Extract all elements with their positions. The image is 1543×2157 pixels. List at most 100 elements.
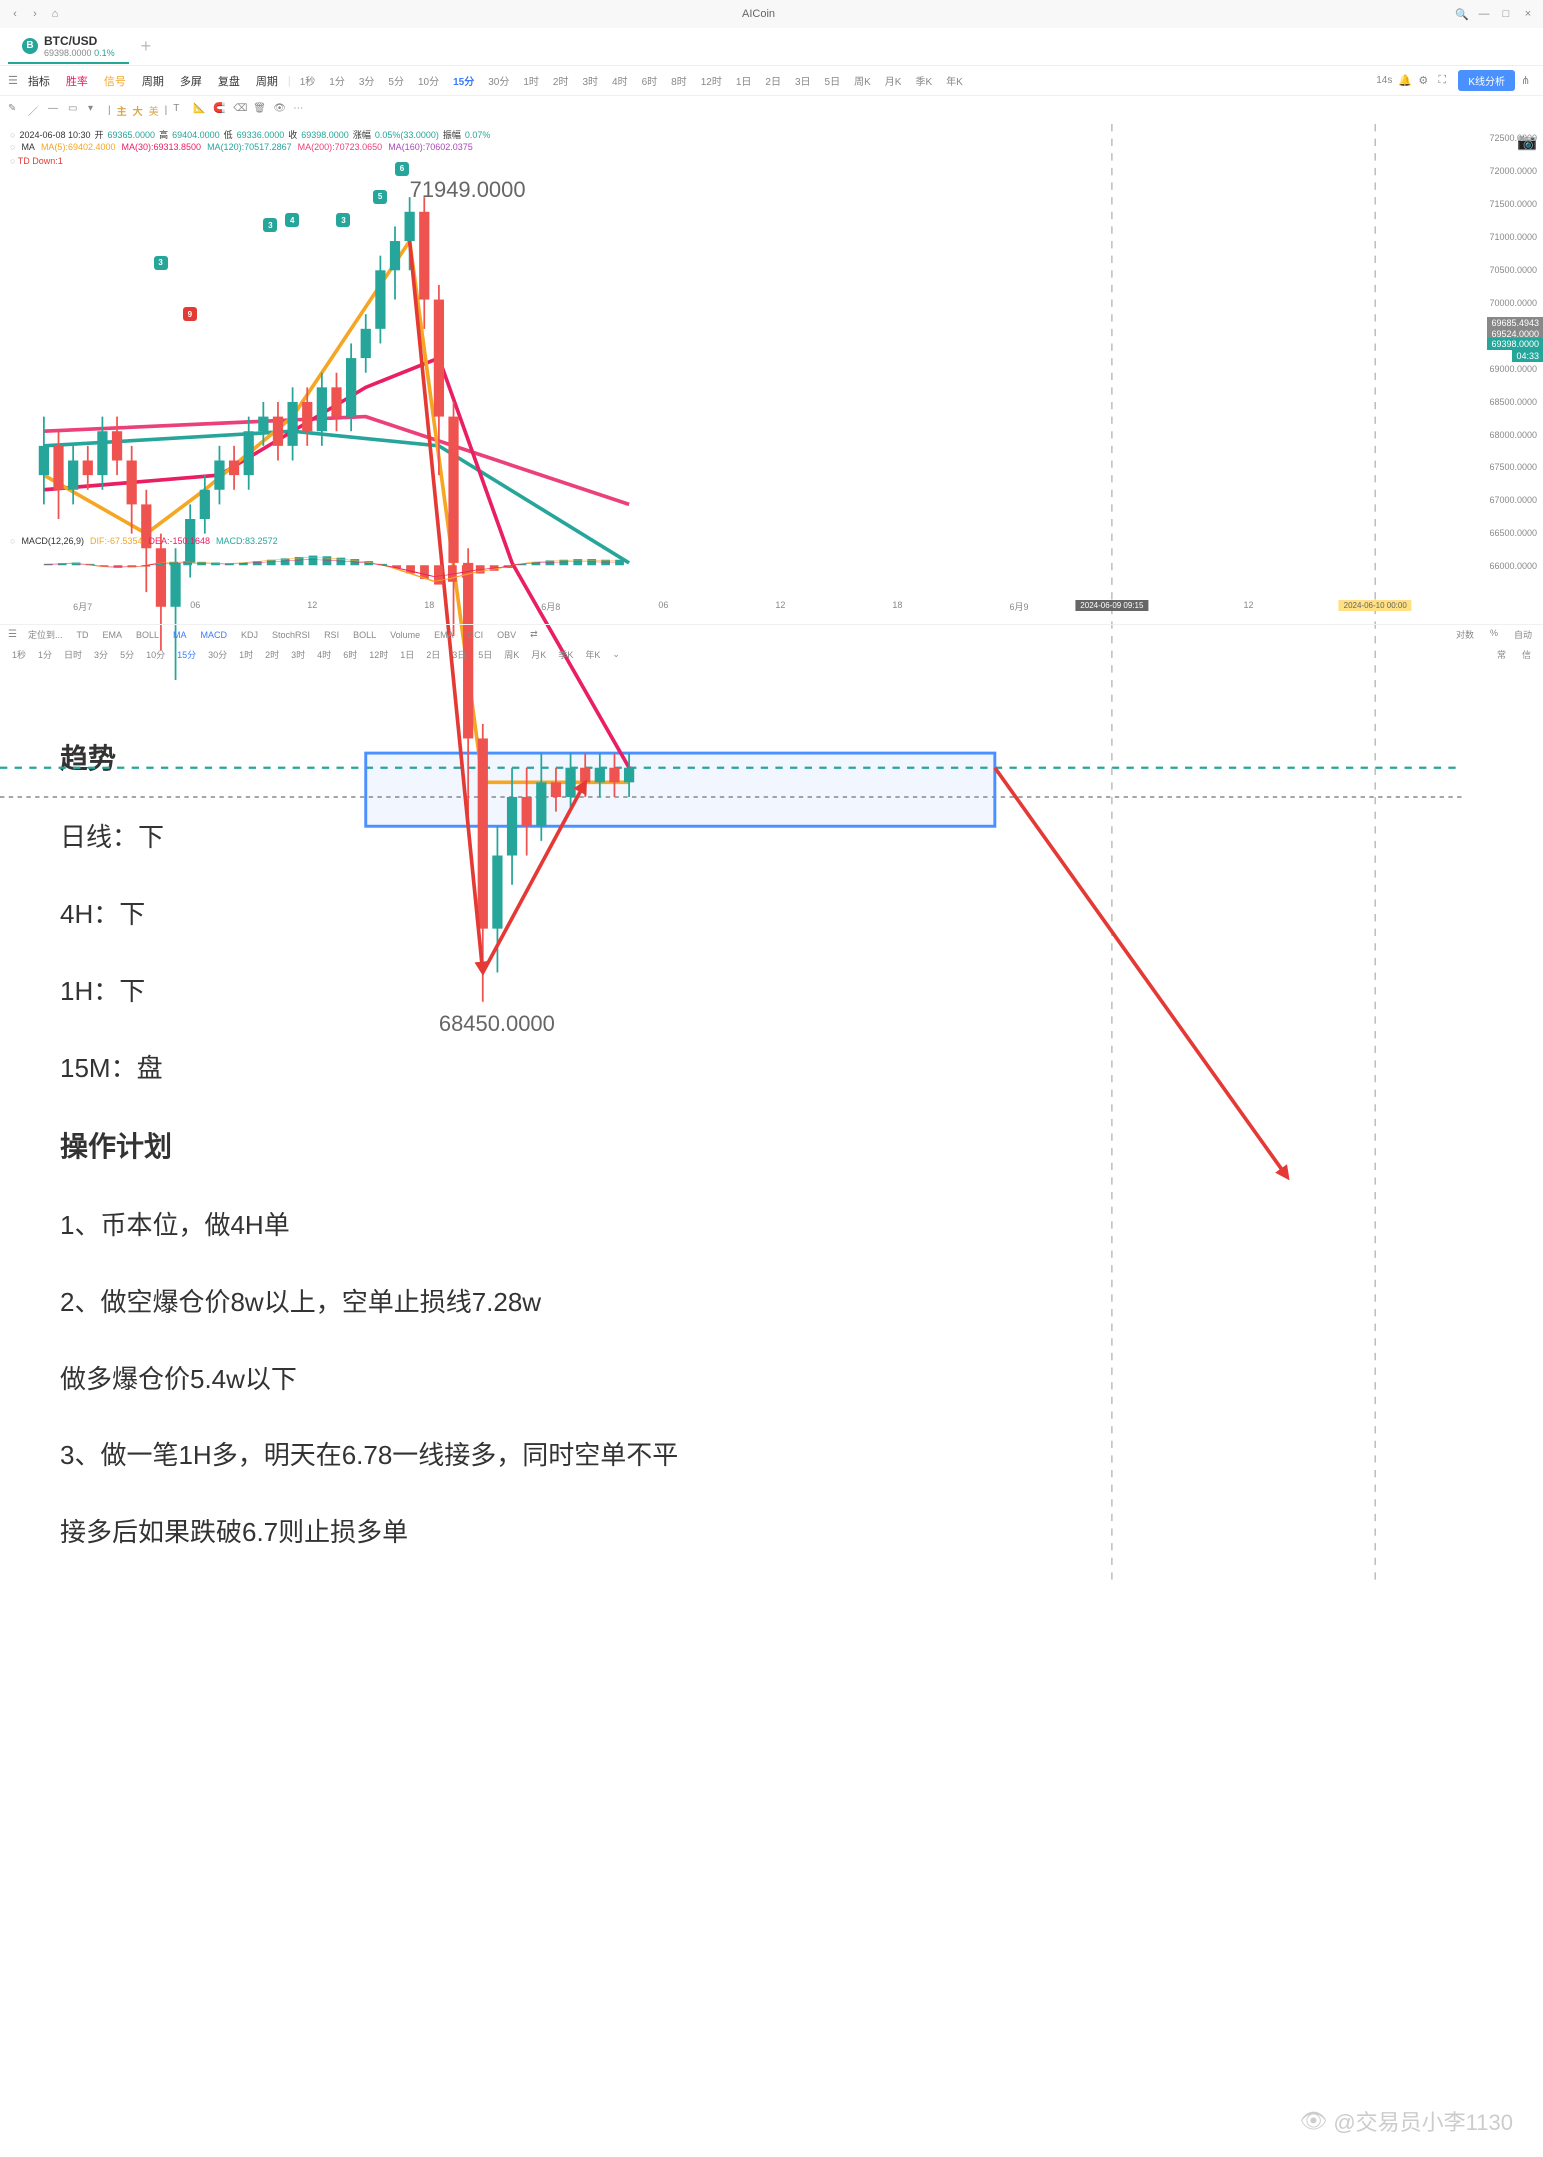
- locate-button[interactable]: 定位到...: [25, 628, 66, 641]
- ind-OBV[interactable]: OBV: [494, 630, 519, 640]
- ind-MACD[interactable]: MACD: [198, 630, 231, 640]
- ind-MA[interactable]: MA: [170, 630, 190, 640]
- btf-季K[interactable]: 季K: [554, 648, 577, 661]
- ind-EMA[interactable]: EMA: [431, 630, 457, 640]
- ind-Volume[interactable]: Volume: [387, 630, 423, 640]
- btf-expand-icon[interactable]: ⌄: [608, 649, 624, 660]
- rect-icon[interactable]: ▭: [68, 103, 82, 117]
- symbol-tab[interactable]: B BTC/USD 69398.0000 0.1%: [8, 30, 129, 64]
- tb-多屏[interactable]: 多屏: [174, 71, 208, 91]
- ind-EMA[interactable]: EMA: [99, 630, 125, 640]
- close-icon[interactable]: ×: [1521, 7, 1535, 21]
- price-chart[interactable]: 71949.000068450.0000: [0, 124, 1463, 1587]
- opt-自动[interactable]: 自动: [1511, 628, 1535, 641]
- btf-30分[interactable]: 30分: [204, 648, 231, 661]
- zhu-label[interactable]: 主: [117, 103, 127, 118]
- line-icon[interactable]: ／: [28, 103, 42, 117]
- tf-3日[interactable]: 3日: [790, 71, 816, 90]
- tf-30分[interactable]: 30分: [483, 71, 514, 90]
- trash-icon[interactable]: 🗑: [253, 103, 267, 117]
- fullscreen-icon[interactable]: ⛶: [1438, 74, 1452, 88]
- minimize-icon[interactable]: —: [1477, 7, 1491, 21]
- home-icon[interactable]: ⌂: [48, 7, 62, 21]
- eraser-icon[interactable]: ⌫: [233, 103, 247, 117]
- pencil-icon[interactable]: ✎: [8, 103, 22, 117]
- tf-15分[interactable]: 15分: [448, 71, 479, 90]
- tb-周期[interactable]: 周期: [136, 71, 170, 91]
- settings-icon[interactable]: ⚙: [1418, 74, 1432, 88]
- btf-4时[interactable]: 4时: [313, 648, 335, 661]
- opt-%[interactable]: %: [1487, 628, 1501, 641]
- btf-3日[interactable]: 3日: [448, 648, 470, 661]
- tf-4时[interactable]: 4时: [607, 71, 633, 90]
- btf-2日[interactable]: 2日: [422, 648, 444, 661]
- btf-1日[interactable]: 1日: [396, 648, 418, 661]
- btf-5分[interactable]: 5分: [116, 648, 138, 661]
- btf-1分[interactable]: 1分: [34, 648, 56, 661]
- da-label[interactable]: 大: [133, 103, 143, 118]
- btf-6时[interactable]: 6时: [339, 648, 361, 661]
- ind-TD[interactable]: TD: [73, 630, 91, 640]
- more-icon[interactable]: ⋯: [293, 103, 307, 117]
- tf-1时[interactable]: 1时: [518, 71, 544, 90]
- tf-2日[interactable]: 2日: [760, 71, 786, 90]
- tb-周期[interactable]: 周期: [250, 71, 284, 91]
- tf-年K[interactable]: 年K: [941, 71, 968, 90]
- tb-指标[interactable]: 指标: [22, 71, 56, 91]
- text-icon[interactable]: T: [173, 103, 187, 117]
- tf-1秒[interactable]: 1秒: [295, 71, 321, 90]
- back-icon[interactable]: ‹: [8, 7, 22, 21]
- macd-panel[interactable]: ○ MACD(12,26,9) DIF:-67.5354 DEA:-150.16…: [0, 534, 1463, 594]
- maximize-icon[interactable]: □: [1499, 7, 1513, 21]
- dropdown-icon[interactable]: ▾: [88, 103, 102, 117]
- btf-周K[interactable]: 周K: [500, 648, 523, 661]
- ind-RSI[interactable]: RSI: [321, 630, 342, 640]
- btf-3时[interactable]: 3时: [287, 648, 309, 661]
- tb-胜率[interactable]: 胜率: [60, 71, 94, 91]
- add-tab-button[interactable]: +: [129, 36, 164, 57]
- hline-icon[interactable]: —: [48, 103, 62, 117]
- ind-BOLL[interactable]: BOLL: [133, 630, 162, 640]
- btf-10分[interactable]: 10分: [142, 648, 169, 661]
- r2-信[interactable]: 信: [1518, 648, 1535, 661]
- tf-月K[interactable]: 月K: [880, 71, 907, 90]
- forward-icon[interactable]: ›: [28, 7, 42, 21]
- opt-对数[interactable]: 对数: [1453, 628, 1477, 641]
- tf-1分[interactable]: 1分: [324, 71, 350, 90]
- ind-KDJ[interactable]: KDJ: [238, 630, 261, 640]
- btf-5日[interactable]: 5日: [474, 648, 496, 661]
- tf-6时[interactable]: 6时: [637, 71, 663, 90]
- tf-5日[interactable]: 5日: [820, 71, 846, 90]
- btf-年K[interactable]: 年K: [581, 648, 604, 661]
- share-icon[interactable]: ⋔: [1521, 74, 1535, 88]
- r2-常[interactable]: 常: [1493, 648, 1510, 661]
- ind-StochRSI[interactable]: StochRSI: [269, 630, 313, 640]
- tf-季K[interactable]: 季K: [910, 71, 937, 90]
- ind-CCI[interactable]: CCI: [465, 630, 487, 640]
- tf-1日[interactable]: 1日: [731, 71, 757, 90]
- tb-信号[interactable]: 信号: [98, 71, 132, 91]
- analysis-button[interactable]: K线分析: [1458, 70, 1515, 91]
- ind-more-icon[interactable]: ⇄: [527, 629, 541, 640]
- btf-1时[interactable]: 1时: [235, 648, 257, 661]
- ruler-icon[interactable]: 📐: [193, 103, 207, 117]
- tb-复盘[interactable]: 复盘: [212, 71, 246, 91]
- magnet-icon[interactable]: 🧲: [213, 103, 227, 117]
- ind-BOLL[interactable]: BOLL: [350, 630, 379, 640]
- alert-icon[interactable]: 🔔: [1398, 74, 1412, 88]
- btf-3分[interactable]: 3分: [90, 648, 112, 661]
- btf-日时[interactable]: 日时: [60, 648, 86, 661]
- mei-label[interactable]: 美: [149, 103, 159, 118]
- btf-15分[interactable]: 15分: [173, 648, 200, 661]
- chart-area[interactable]: 📷 ○ 2024-06-08 10:30 开69365.0000 高69404.…: [0, 124, 1543, 664]
- tf-周K[interactable]: 周K: [849, 71, 876, 90]
- tf-3分[interactable]: 3分: [354, 71, 380, 90]
- eye-icon[interactable]: 👁: [273, 103, 287, 117]
- tf-3时[interactable]: 3时: [577, 71, 603, 90]
- btf-12时[interactable]: 12时: [365, 648, 392, 661]
- tf-12时[interactable]: 12时: [696, 71, 727, 90]
- tf-10分[interactable]: 10分: [413, 71, 444, 90]
- tf-5分[interactable]: 5分: [383, 71, 409, 90]
- btf-1秒[interactable]: 1秒: [8, 648, 30, 661]
- search-icon[interactable]: 🔍: [1455, 7, 1469, 21]
